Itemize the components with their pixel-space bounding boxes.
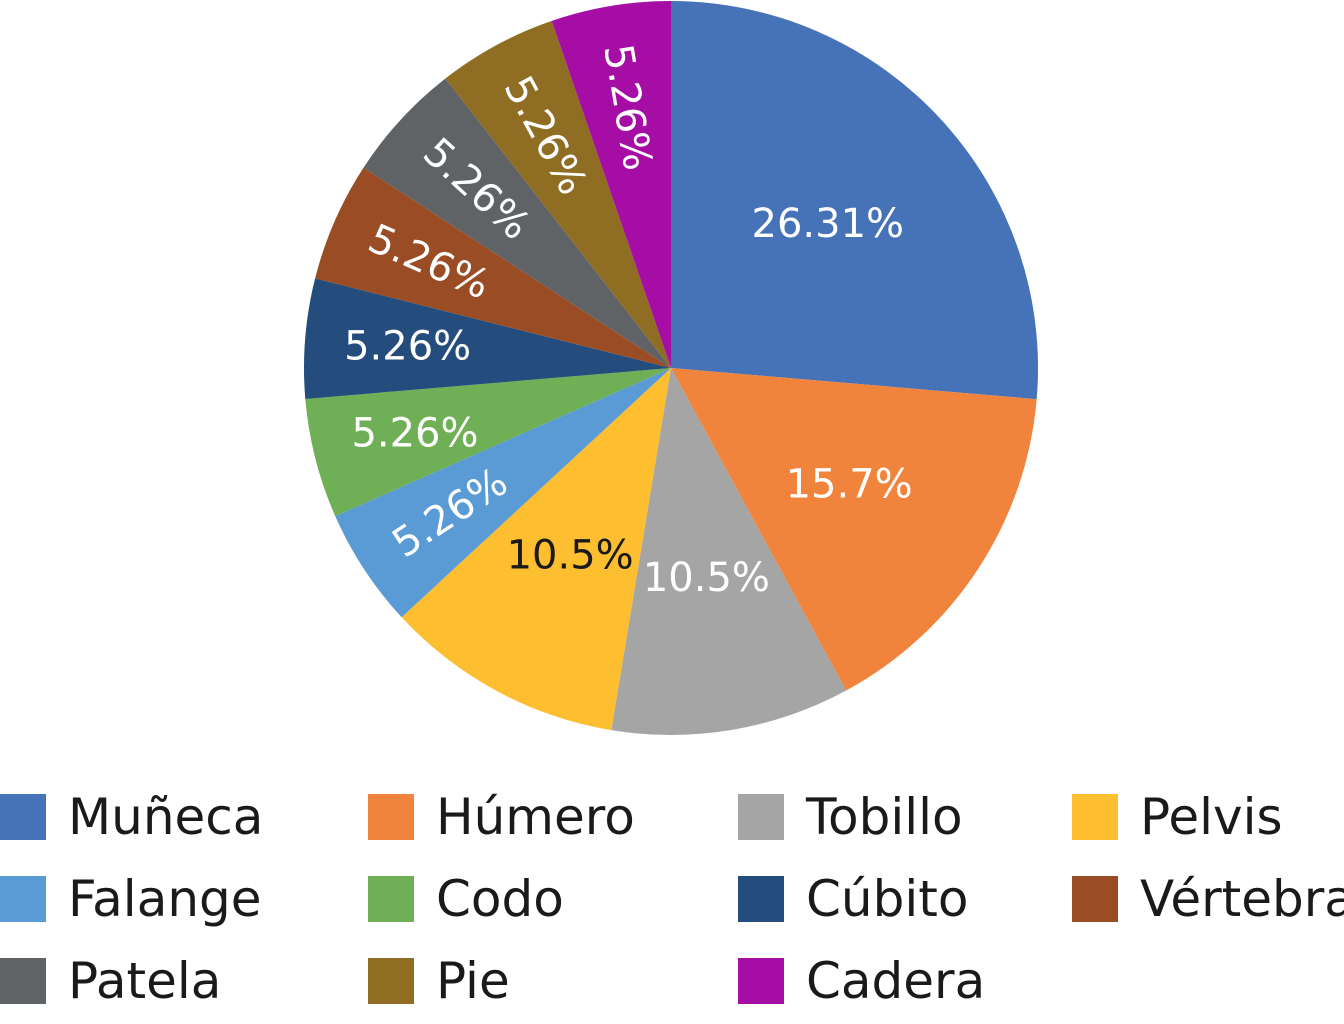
- legend-swatch: [368, 794, 414, 840]
- legend-label: Patela: [68, 952, 222, 1010]
- legend-item: Codo: [368, 862, 564, 936]
- pie-slice: [671, 1, 1038, 400]
- legend-item: Pelvis: [1072, 780, 1283, 854]
- legend-swatch: [0, 794, 46, 840]
- legend-swatch: [738, 794, 784, 840]
- pie-slice: [445, 20, 671, 369]
- slice-data-label: 10.5%: [507, 532, 634, 578]
- legend-label: Codo: [436, 870, 564, 928]
- slice-data-label: 5.26%: [351, 410, 478, 456]
- slice-data-label: 15.7%: [786, 462, 913, 508]
- pie-chart-svg: 26.31%15.7%10.5%10.5%5.26%5.26%5.26%5.26…: [304, 0, 1038, 736]
- legend-label: Falange: [68, 870, 262, 928]
- legend-item: Falange: [0, 862, 262, 936]
- legend-item: Cadera: [738, 944, 985, 1018]
- legend-label: Muñeca: [68, 788, 264, 846]
- pie-slice: [611, 368, 847, 736]
- legend-swatch: [738, 876, 784, 922]
- pie-slice: [305, 368, 671, 517]
- legend-item: Muñeca: [0, 780, 263, 854]
- chart-legend: Muñeca Húmero Tobillo Pelvis Falange Codo Cúbi…: [0, 780, 1344, 1024]
- legend-item: Vértebra: [1072, 862, 1344, 936]
- legend-label: Vértebra: [1140, 870, 1344, 928]
- pie-slice: [335, 368, 671, 618]
- pie-slice: [401, 368, 671, 731]
- legend-label: Húmero: [436, 788, 635, 846]
- slice-data-label: 10.5%: [643, 555, 770, 601]
- legend-label: Pie: [436, 952, 510, 1010]
- slice-data-label: 26.31%: [752, 201, 905, 247]
- legend-swatch: [0, 876, 46, 922]
- legend-swatch: [368, 958, 414, 1004]
- legend-item: Patela: [0, 944, 221, 1018]
- pie-slice: [551, 0, 671, 368]
- legend-swatch: [0, 958, 46, 1004]
- legend-label: Pelvis: [1140, 788, 1283, 846]
- legend-swatch: [738, 958, 784, 1004]
- legend-item: Húmero: [368, 780, 635, 854]
- legend-label: Cadera: [806, 952, 986, 1010]
- legend-label: Cúbito: [806, 870, 969, 928]
- legend-swatch: [1072, 794, 1118, 840]
- legend-item: Cúbito: [738, 862, 968, 936]
- pie-slice: [363, 78, 671, 369]
- legend-item: Pie: [368, 944, 510, 1018]
- legend-label: Tobillo: [806, 788, 963, 846]
- pie-slice: [304, 278, 671, 399]
- pie-slice: [671, 368, 1037, 691]
- slice-data-label: 5.26%: [344, 324, 471, 370]
- legend-swatch: [368, 876, 414, 922]
- legend-item: Tobillo: [738, 780, 963, 854]
- legend-swatch: [1072, 876, 1118, 922]
- pie-slice: [315, 167, 671, 368]
